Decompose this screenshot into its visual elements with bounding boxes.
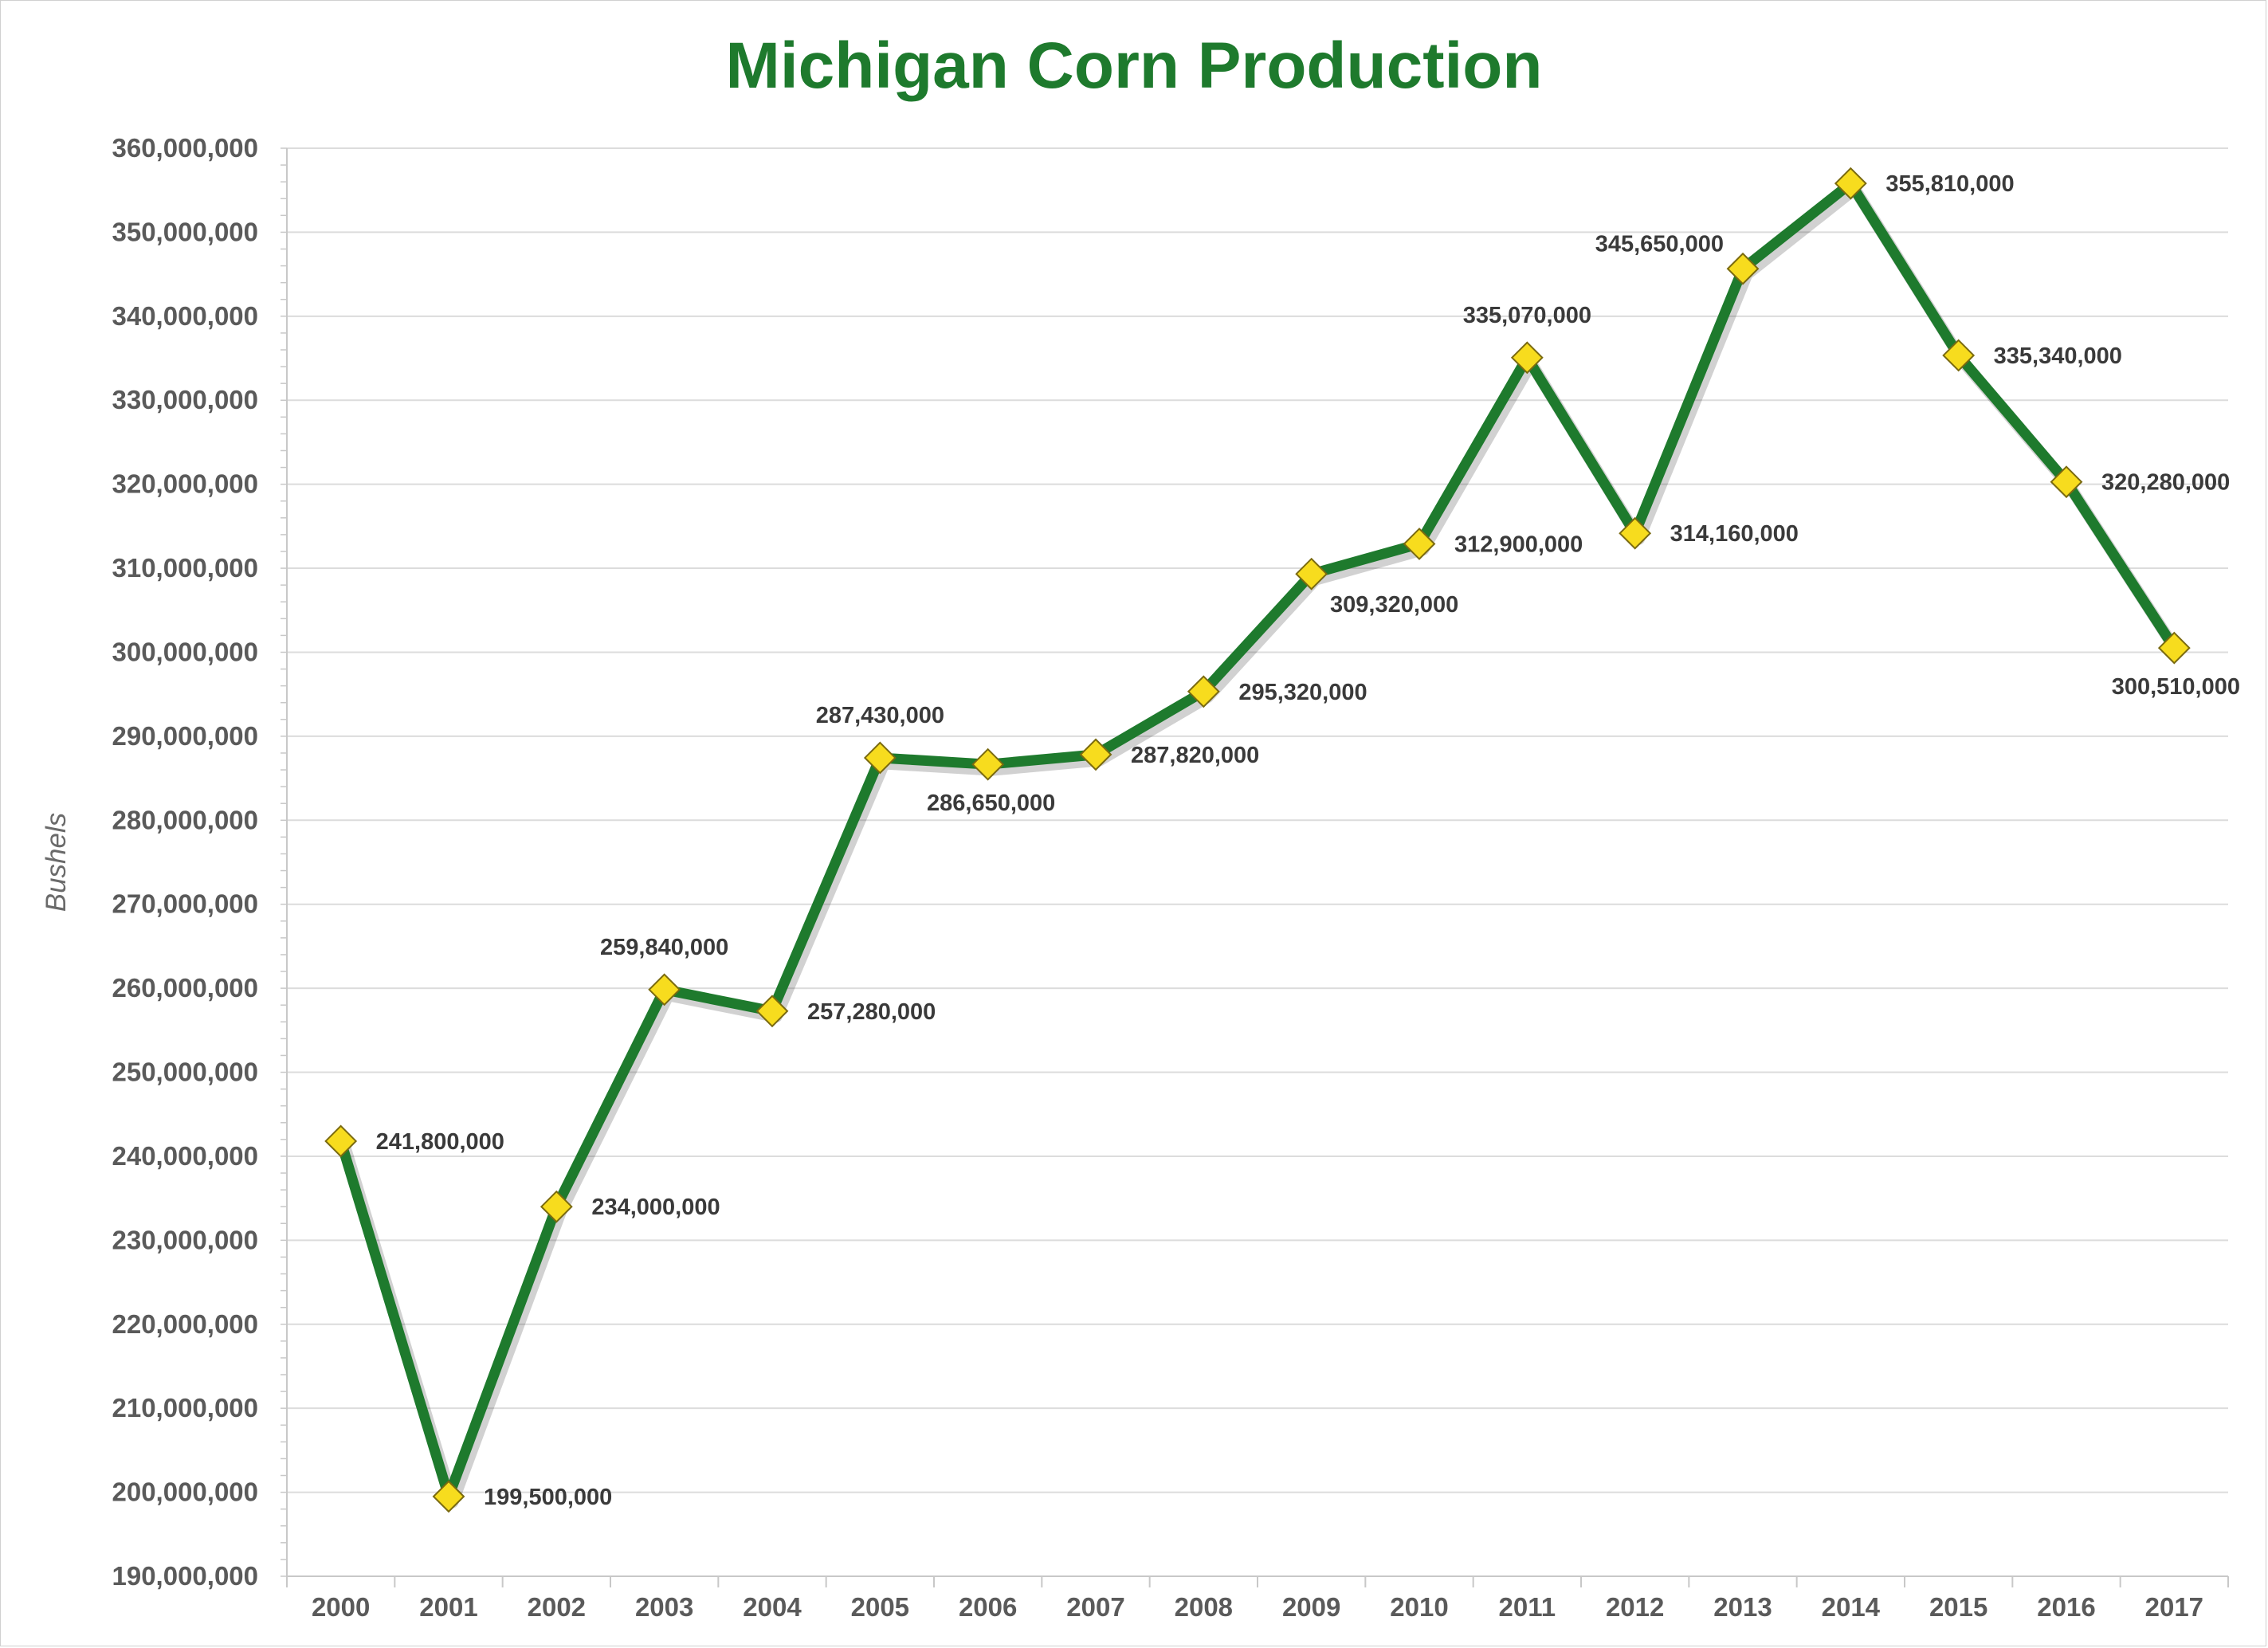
data-label: 320,280,000 bbox=[2101, 470, 2230, 496]
data-point-marker bbox=[755, 995, 789, 1028]
x-tick-label: 2009 bbox=[1282, 1592, 1340, 1622]
data-point-marker bbox=[971, 747, 1005, 781]
data-point-marker bbox=[432, 1480, 465, 1513]
data-label: 241,800,000 bbox=[376, 1129, 504, 1155]
data-point-marker bbox=[863, 741, 897, 775]
y-tick-label: 250,000,000 bbox=[112, 1057, 258, 1087]
y-tick-label: 210,000,000 bbox=[112, 1393, 258, 1422]
x-tick-label: 2013 bbox=[1713, 1592, 1772, 1622]
y-tick-label: 300,000,000 bbox=[112, 637, 258, 666]
data-label: 314,160,000 bbox=[1670, 521, 1799, 547]
data-point-marker bbox=[648, 973, 681, 1006]
x-tick-label: 2016 bbox=[2037, 1592, 2095, 1622]
data-label: 199,500,000 bbox=[484, 1485, 612, 1510]
data-point-marker bbox=[1834, 167, 1867, 200]
data-label: 309,320,000 bbox=[1330, 592, 1458, 618]
y-tick-label: 340,000,000 bbox=[112, 301, 258, 331]
data-point-marker bbox=[1942, 339, 1976, 372]
x-tick-label: 2010 bbox=[1390, 1592, 1448, 1622]
x-tick-label: 2011 bbox=[1499, 1592, 1556, 1622]
data-label: 300,510,000 bbox=[2112, 674, 2240, 700]
y-tick-label: 290,000,000 bbox=[112, 721, 258, 751]
x-tick-label: 2007 bbox=[1066, 1592, 1124, 1622]
x-tick-label: 2006 bbox=[959, 1592, 1017, 1622]
y-axis-title: Bushels bbox=[41, 813, 72, 912]
y-tick-label: 350,000,000 bbox=[112, 217, 258, 246]
data-point-marker bbox=[1726, 252, 1760, 285]
data-label: 335,340,000 bbox=[1994, 343, 2122, 369]
y-tick-label: 240,000,000 bbox=[112, 1141, 258, 1171]
data-label: 345,650,000 bbox=[1595, 231, 1724, 257]
data-label: 287,430,000 bbox=[816, 703, 944, 728]
x-tick-label: 2017 bbox=[2145, 1592, 2203, 1622]
data-point-marker bbox=[1295, 557, 1328, 591]
data-label: 259,840,000 bbox=[600, 935, 728, 960]
x-tick-label: 2012 bbox=[1606, 1592, 1664, 1622]
data-point-marker bbox=[1079, 738, 1112, 771]
x-tick-label: 2000 bbox=[312, 1592, 370, 1622]
x-tick-label: 2004 bbox=[743, 1592, 802, 1622]
data-point-marker bbox=[2157, 631, 2191, 665]
x-tick-label: 2003 bbox=[635, 1592, 693, 1622]
data-label: 355,810,000 bbox=[1885, 171, 2014, 197]
y-tick-label: 310,000,000 bbox=[112, 553, 258, 583]
data-point-marker bbox=[1187, 675, 1220, 708]
y-tick-label: 230,000,000 bbox=[112, 1225, 258, 1254]
x-tick-label: 2001 bbox=[419, 1592, 477, 1622]
y-tick-label: 260,000,000 bbox=[112, 973, 258, 1003]
data-label: 286,650,000 bbox=[927, 791, 1055, 816]
x-tick-label: 2015 bbox=[1929, 1592, 1987, 1622]
x-tick-label: 2014 bbox=[1822, 1592, 1881, 1622]
x-tick-label: 2008 bbox=[1175, 1592, 1233, 1622]
y-tick-label: 220,000,000 bbox=[112, 1309, 258, 1339]
data-point-marker bbox=[1619, 516, 1652, 550]
data-point-marker bbox=[540, 1190, 573, 1223]
y-tick-label: 330,000,000 bbox=[112, 385, 258, 414]
data-point-marker bbox=[324, 1124, 358, 1158]
chart-title: Michigan Corn Production bbox=[725, 29, 1543, 102]
data-label: 287,820,000 bbox=[1131, 743, 1259, 768]
data-label: 335,070,000 bbox=[1463, 303, 1591, 328]
y-tick-label: 270,000,000 bbox=[112, 889, 258, 919]
data-label: 312,900,000 bbox=[1454, 532, 1583, 557]
data-label: 257,280,000 bbox=[807, 999, 936, 1025]
y-tick-label: 200,000,000 bbox=[112, 1477, 258, 1507]
x-tick-label: 2002 bbox=[528, 1592, 586, 1622]
data-point-marker bbox=[1510, 341, 1544, 375]
x-tick-label: 2005 bbox=[851, 1592, 909, 1622]
data-label: 295,320,000 bbox=[1238, 680, 1367, 705]
data-point-marker bbox=[1403, 528, 1436, 560]
data-label: 234,000,000 bbox=[591, 1195, 720, 1220]
series-line-shadow bbox=[339, 182, 2184, 1509]
y-tick-label: 190,000,000 bbox=[112, 1561, 258, 1591]
data-point-marker bbox=[2050, 465, 2083, 499]
y-tick-label: 280,000,000 bbox=[112, 805, 258, 834]
y-tick-label: 320,000,000 bbox=[112, 469, 258, 499]
series-line bbox=[335, 178, 2180, 1502]
y-tick-label: 360,000,000 bbox=[112, 133, 258, 163]
